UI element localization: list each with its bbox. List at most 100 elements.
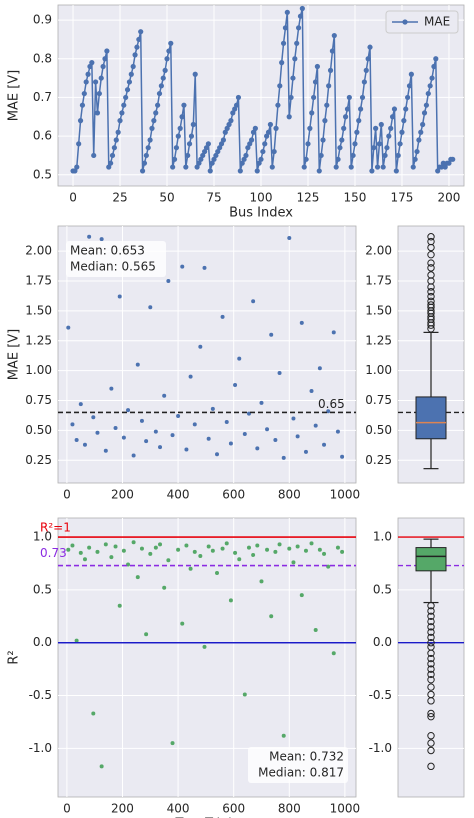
point: [224, 541, 229, 546]
point: [99, 237, 104, 242]
annotation: Mean: 0.732: [269, 750, 344, 764]
point: [210, 406, 215, 411]
x-tick-label: 125: [297, 191, 320, 205]
point: [180, 621, 185, 626]
point: [322, 551, 327, 556]
outlier: [427, 250, 435, 259]
point: [414, 148, 420, 155]
point: [313, 423, 318, 428]
point: [305, 141, 311, 147]
x-tick-label: 175: [391, 191, 414, 205]
point: [358, 106, 364, 112]
point: [81, 90, 87, 97]
point: [318, 152, 324, 159]
outlier: [427, 665, 435, 673]
point: [188, 566, 193, 571]
outlier: [427, 259, 435, 267]
point: [230, 110, 236, 116]
point: [183, 164, 189, 170]
point: [442, 164, 448, 170]
point: [382, 152, 388, 159]
outlier: [427, 739, 435, 747]
point: [363, 67, 369, 73]
point: [346, 94, 352, 101]
point: [119, 110, 125, 116]
point: [397, 141, 403, 147]
point: [220, 314, 225, 319]
point: [269, 332, 274, 337]
outlier: [427, 660, 435, 668]
annotation-box: [248, 747, 348, 783]
point: [113, 544, 118, 549]
x-tick-label: 1000: [330, 488, 361, 502]
y-tick-label: 0.0: [373, 635, 392, 649]
y-tick-label: 0.25: [25, 453, 52, 467]
point: [331, 651, 336, 656]
outlier: [427, 746, 435, 755]
point: [211, 156, 217, 162]
point: [139, 546, 144, 551]
point: [395, 152, 401, 159]
point: [82, 557, 87, 562]
point: [284, 9, 290, 15]
point: [218, 141, 225, 147]
x-tick-label: 0: [63, 488, 71, 502]
point: [85, 71, 91, 77]
point: [104, 48, 110, 54]
point: [91, 711, 96, 716]
point: [121, 102, 127, 108]
point: [279, 60, 285, 66]
point: [74, 437, 79, 442]
point: [192, 422, 197, 427]
point: [245, 145, 251, 151]
point: [106, 164, 112, 170]
point: [237, 557, 242, 562]
point: [111, 145, 117, 151]
outlier: [427, 670, 435, 679]
point: [83, 79, 89, 85]
point: [259, 579, 264, 584]
point: [158, 83, 164, 89]
point: [384, 145, 390, 151]
point: [175, 133, 181, 139]
point: [291, 560, 296, 565]
point: [399, 129, 405, 135]
point: [82, 442, 87, 447]
point: [421, 110, 428, 116]
x-tick-label: 600: [222, 488, 245, 502]
point: [412, 156, 418, 162]
point: [311, 94, 317, 101]
annotation: Mean: 0.653: [70, 244, 145, 258]
y-tick-label: 1.50: [25, 303, 52, 317]
point: [89, 60, 95, 66]
point: [312, 79, 319, 85]
y-tick-label: 1.0: [373, 530, 392, 544]
reference-line-label: R²=1: [40, 521, 71, 535]
point: [145, 145, 151, 151]
point: [210, 548, 215, 553]
point: [316, 168, 322, 174]
point: [226, 121, 232, 128]
point: [148, 551, 153, 556]
point: [184, 543, 189, 548]
point: [378, 121, 384, 128]
point: [294, 40, 300, 46]
point: [173, 145, 180, 151]
y-tick-label: 0.7: [33, 90, 52, 104]
point: [164, 56, 170, 62]
point: [254, 168, 260, 174]
point: [376, 141, 383, 147]
point: [200, 152, 206, 159]
y-tick-label: 0.75: [365, 393, 392, 407]
point: [202, 644, 207, 649]
point: [228, 441, 233, 446]
point: [287, 235, 292, 240]
annotation: Median: 0.817: [258, 766, 344, 780]
outlier: [427, 683, 435, 691]
point: [171, 156, 178, 162]
y-axis-label: MAE [V]: [7, 70, 22, 122]
point: [206, 436, 211, 441]
point: [131, 540, 136, 545]
point: [109, 152, 116, 159]
outlier: [427, 675, 435, 684]
